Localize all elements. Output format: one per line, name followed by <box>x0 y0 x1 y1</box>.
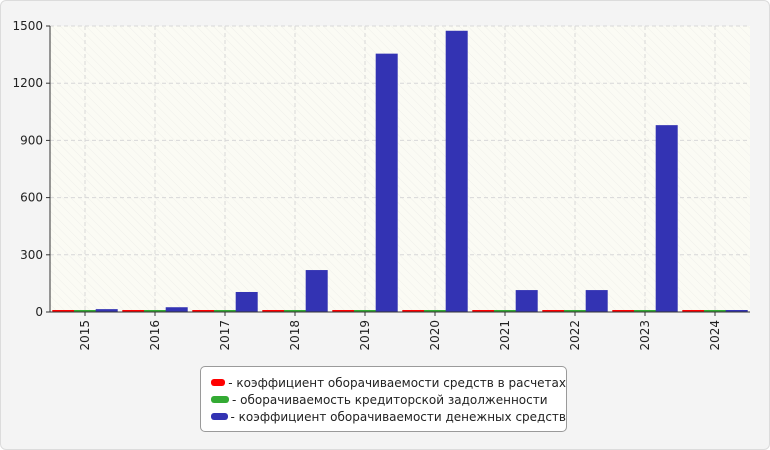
x-tick-label: 2022 <box>568 320 582 351</box>
bar <box>95 309 118 312</box>
bar <box>74 310 96 312</box>
bar <box>725 310 748 312</box>
bar <box>402 310 425 312</box>
legend-swatch <box>211 413 228 420</box>
y-tick-label: 1500 <box>12 19 43 33</box>
bar <box>634 310 656 312</box>
bar <box>354 310 376 312</box>
x-tick-label: 2024 <box>708 320 722 351</box>
x-tick-label: 2017 <box>218 320 232 351</box>
y-tick-label: 1200 <box>12 76 43 90</box>
y-tick-label: 300 <box>20 248 43 262</box>
bar <box>424 310 446 312</box>
bar <box>494 310 516 312</box>
bar <box>472 310 495 312</box>
bar <box>192 310 215 312</box>
bar <box>262 310 285 312</box>
legend-swatch <box>211 379 226 386</box>
legend-swatch <box>211 396 229 403</box>
plot-area <box>50 26 750 312</box>
x-tick-label: 2020 <box>428 320 442 351</box>
bar <box>305 270 328 312</box>
legend-item: - коэффициент оборачиваемости денежных с… <box>211 408 566 425</box>
chart-legend: - коэффициент оборачиваемости средств в … <box>200 366 567 432</box>
x-tick-label: 2015 <box>78 320 92 351</box>
bar <box>704 310 726 312</box>
bar <box>165 307 188 312</box>
x-tick-label: 2021 <box>498 320 512 351</box>
bar <box>144 310 166 312</box>
bar <box>375 53 398 312</box>
x-tick-label: 2023 <box>638 320 652 351</box>
legend-label: - коэффициент оборачиваемости средств в … <box>228 375 566 390</box>
y-tick-label: 600 <box>20 191 43 205</box>
y-tick-label: 0 <box>35 305 43 319</box>
x-tick-label: 2018 <box>288 320 302 351</box>
bar <box>564 310 586 312</box>
bar <box>515 290 538 312</box>
legend-item: - оборачиваемость кредиторской задолженн… <box>211 391 566 408</box>
bar <box>655 125 678 312</box>
x-tick-label: 2016 <box>148 320 162 351</box>
bar <box>122 310 145 312</box>
bar <box>682 310 705 312</box>
bar <box>284 310 306 312</box>
bar <box>235 291 258 312</box>
bar <box>585 290 608 312</box>
bar <box>542 310 565 312</box>
bar <box>332 310 355 312</box>
y-tick-label: 900 <box>20 133 43 147</box>
bar <box>445 30 468 313</box>
bar <box>214 310 236 312</box>
legend-item: - коэффициент оборачиваемости средств в … <box>211 374 566 391</box>
bar <box>52 310 75 312</box>
legend-label: - коэффициент оборачиваемости денежных с… <box>230 409 567 424</box>
x-tick-label: 2019 <box>358 320 372 351</box>
bar <box>612 310 635 312</box>
legend-label: - оборачиваемость кредиторской задолженн… <box>232 392 548 407</box>
